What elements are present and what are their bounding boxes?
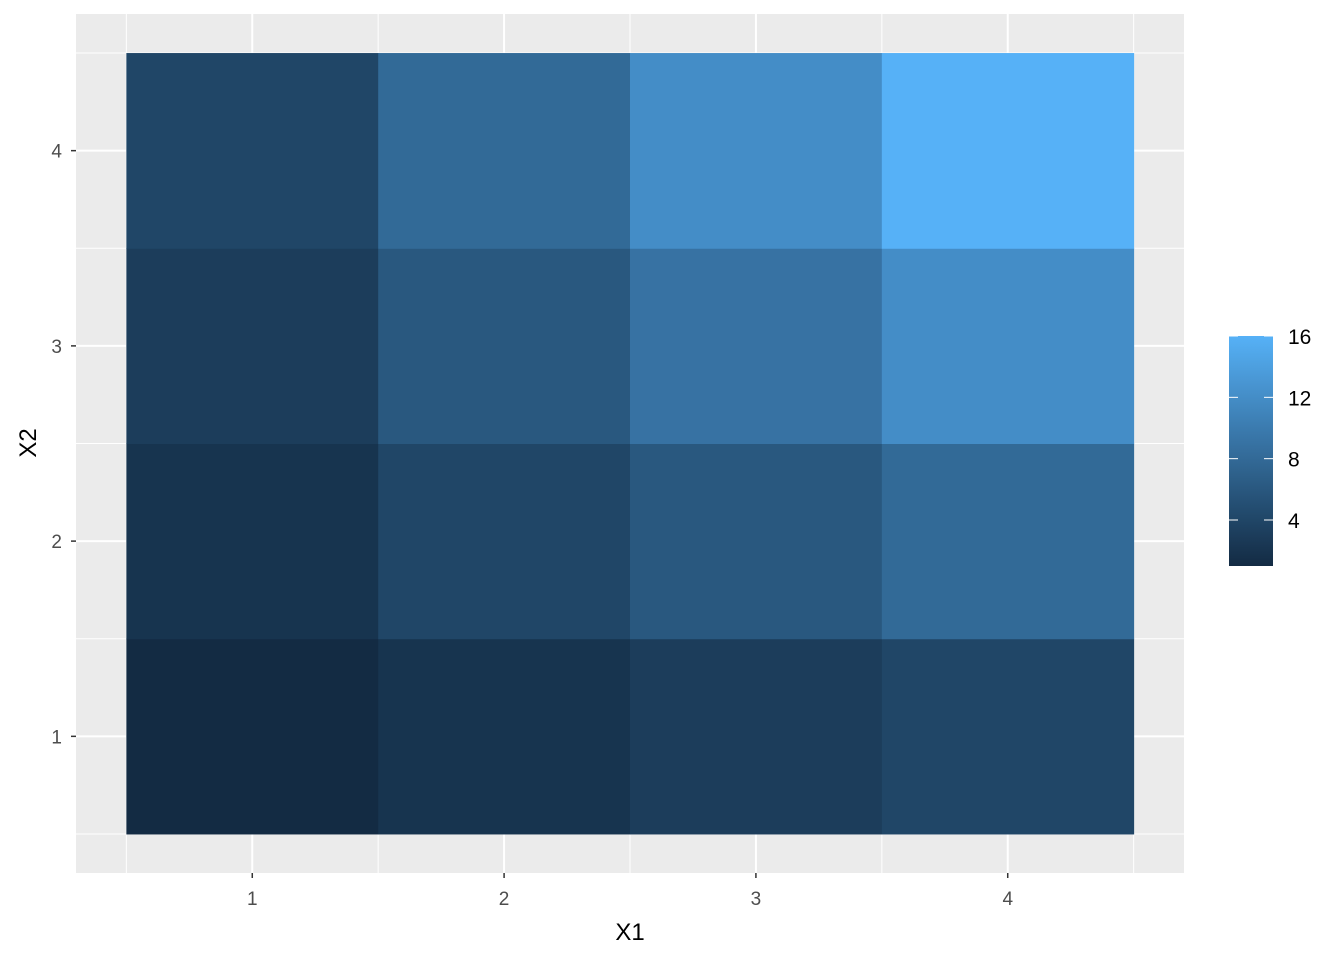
y-tick-label: 3: [51, 337, 62, 358]
colorbar-tick-label: 16: [1288, 326, 1311, 349]
y-axis-ticks: 1 2 3 4: [51, 142, 76, 748]
x-tick-label: 4: [1002, 889, 1013, 910]
x-tick-label: 2: [499, 889, 510, 910]
heatmap-tile: [378, 638, 631, 835]
x-tick-label: 1: [247, 889, 258, 910]
heatmap-tile: [881, 248, 1135, 444]
heatmap-tile: [126, 638, 379, 835]
y-tick-label: 4: [51, 142, 62, 163]
heatmap-tile: [881, 443, 1135, 640]
heatmap-tile: [126, 443, 379, 640]
heatmap-tile: [630, 443, 883, 640]
heatmap-tile: [378, 443, 631, 640]
heatmap-tile: [126, 248, 379, 444]
x-tick-label: 3: [751, 889, 762, 910]
colorbar: [1229, 336, 1273, 566]
heatmap-tile: [126, 53, 379, 249]
heatmap-tile: [630, 638, 883, 835]
heatmap-tile: [378, 53, 631, 249]
colorbar-tick-label: 4: [1288, 510, 1300, 533]
y-tick-label: 1: [51, 727, 62, 748]
colorbar-tick-label: 8: [1288, 449, 1300, 472]
heatmap-tiles: [126, 53, 1135, 835]
heatmap-tile: [378, 248, 631, 444]
heatmap-tile: [630, 248, 883, 444]
x-axis-ticks: 1 2 3 4: [247, 873, 1013, 910]
colorbar-legend: 4 8 12 16: [1229, 326, 1311, 566]
heatmap-tile: [881, 638, 1135, 835]
y-tick-label: 2: [51, 532, 62, 553]
colorbar-tick-label: 12: [1288, 387, 1311, 410]
x-axis-title: X1: [615, 919, 644, 946]
heatmap-tile: [881, 53, 1135, 249]
y-axis-title: X2: [15, 428, 42, 457]
heatmap-tile: [630, 53, 883, 249]
